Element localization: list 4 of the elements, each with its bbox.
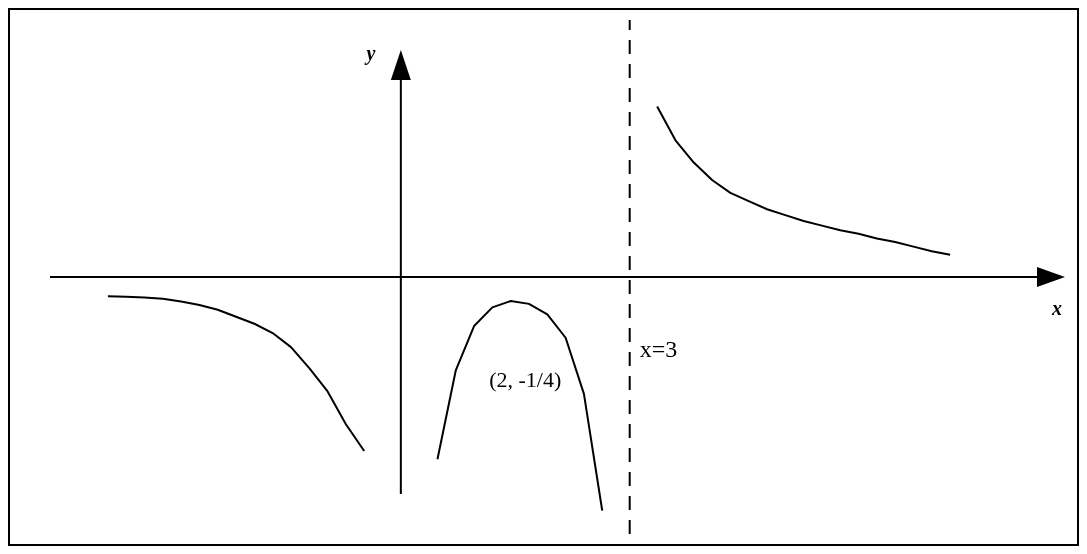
x-axis-title: x — [1051, 297, 1062, 319]
y-axis-title: y — [364, 42, 376, 65]
annotation: (2, -1/4) — [489, 367, 562, 392]
text: x=3 — [639, 336, 678, 362]
